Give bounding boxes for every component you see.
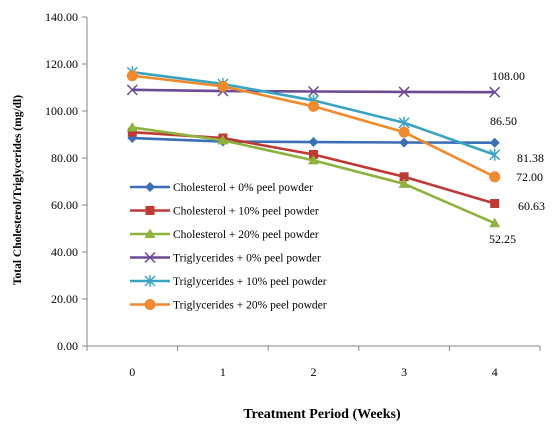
y-tick-label: 0.00 (57, 339, 78, 353)
legend-marker (145, 206, 155, 215)
data-point (217, 80, 229, 92)
y-tick-label: 60.00 (51, 198, 78, 212)
legend-label: Triglycerides + 0% peel powder (173, 253, 321, 265)
annotation-81-38: 81.38 (517, 151, 544, 165)
data-point (399, 137, 410, 148)
legend-item: Cholesterol + 10% peel powder (130, 206, 319, 218)
legend-label: Triglycerides + 10% peel powder (173, 276, 327, 288)
data-point (217, 134, 229, 145)
x-tick-label: 0 (129, 365, 135, 379)
legend-label: Triglycerides + 20% peel powder (173, 300, 327, 312)
legend: Cholesterol + 0% peel powder Cholesterol … (130, 182, 327, 312)
legend-marker (144, 228, 156, 238)
x-tick-label: 1 (220, 365, 226, 379)
y-tick-label: 40.00 (51, 245, 78, 259)
x-tick-label: 3 (401, 365, 407, 379)
data-point (489, 148, 501, 161)
data-point (399, 172, 409, 182)
data-point (398, 86, 410, 98)
y-axis-title: Total Cholesterol/Triglycerides (mg/dl) (12, 95, 24, 285)
data-point (489, 171, 501, 183)
data-point (398, 126, 410, 138)
data-point (308, 100, 319, 112)
x-axis-ticks: 0 1 2 3 4 (86, 346, 541, 379)
annotation-52-25: 52.25 (489, 232, 516, 246)
legend-label: Cholesterol + 10% peel powder (173, 206, 319, 218)
series-3 (126, 121, 501, 228)
data-point (309, 149, 318, 159)
legend-item: Triglycerides + 10% peel powder (130, 275, 327, 288)
x-tick-label: 2 (311, 365, 317, 379)
data-point (126, 84, 138, 96)
annotation-108: 108.00 (492, 69, 525, 83)
series-4 (126, 84, 501, 98)
annotation-60-63: 60.63 (518, 199, 545, 213)
value-annotations: 108.00 86.50 81.38 72.00 60.63 52.25 (489, 69, 545, 246)
data-point (127, 127, 137, 137)
y-tick-label: 120.00 (45, 57, 78, 71)
y-tick-label: 140.00 (45, 10, 78, 24)
data-point (126, 70, 138, 82)
y-tick-label: 80.00 (51, 151, 78, 165)
x-axis-title: Treatment Period (Weeks) (243, 407, 401, 422)
data-point (489, 86, 501, 98)
y-tick-label: 20.00 (51, 292, 78, 306)
legend-marker (144, 299, 156, 310)
x-tick-label: 4 (492, 365, 498, 379)
data-point (489, 137, 500, 148)
legend-item: Cholesterol + 0% peel powder (130, 182, 313, 194)
legend-label: Cholesterol + 0% peel powder (173, 182, 313, 194)
data-point (307, 85, 320, 98)
series-6 (126, 70, 501, 183)
axes (86, 17, 540, 347)
series-layer (126, 66, 501, 228)
data-point (398, 178, 410, 188)
data-point (308, 137, 319, 148)
y-tick-label: 100.00 (45, 104, 78, 118)
legend-item: Triglycerides + 20% peel powder (130, 299, 327, 312)
annotation-86-50: 86.50 (490, 114, 517, 128)
data-point (490, 199, 500, 209)
legend-label: Cholesterol + 20% peel powder (173, 229, 319, 241)
data-point (308, 154, 319, 165)
data-point (126, 121, 138, 132)
legend-marker (144, 275, 156, 287)
data-point (489, 217, 501, 228)
legend-item: Triglycerides + 0% peel powder (130, 251, 321, 265)
legend-marker (145, 182, 155, 192)
legend-item: Cholesterol + 20% peel powder (130, 228, 319, 241)
y-axis-ticks: 0.00 20.00 40.00 60.00 80.00 100.00 120.00 140.… (45, 10, 87, 353)
legend-marker (144, 251, 156, 264)
annotation-72: 72.00 (516, 170, 543, 184)
